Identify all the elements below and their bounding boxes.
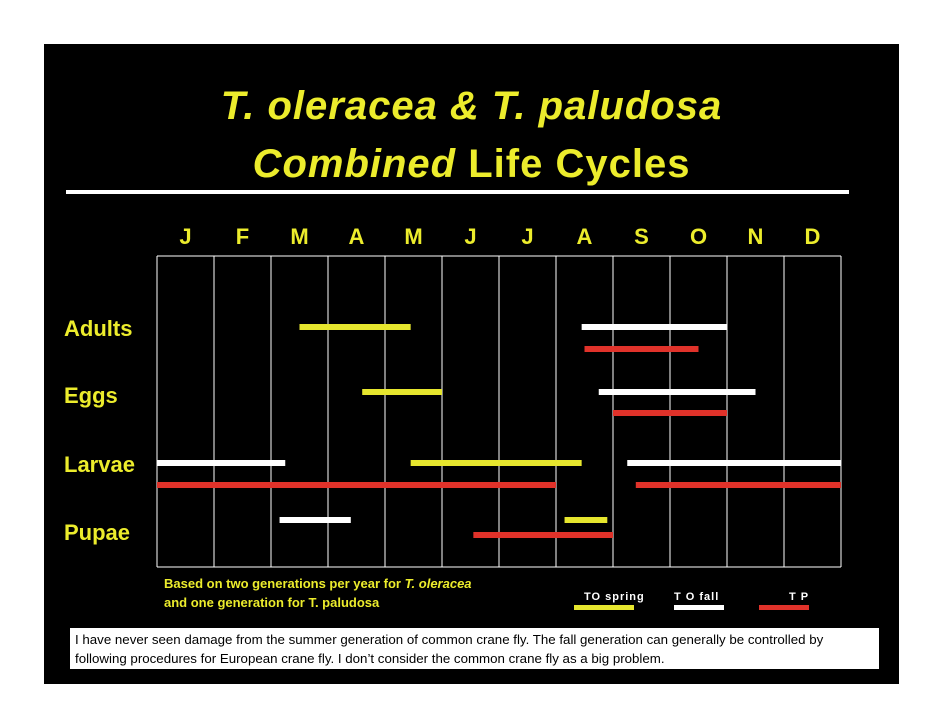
legend-label: TO spring [584,591,645,603]
month-label: A [349,224,365,249]
bar [584,346,699,352]
legend-swatch [674,605,724,610]
month-label: J [179,224,191,249]
stage-label: Adults [64,316,132,341]
bar [299,324,411,330]
stage-label: Eggs [64,383,118,408]
bar [279,517,351,523]
month-label: J [464,224,476,249]
month-label: M [290,224,308,249]
month-label: N [748,224,764,249]
title-life-cycles: Life Cycles [456,142,691,186]
month-label: O [690,224,707,249]
bar [410,460,582,466]
month-label: S [634,224,649,249]
legend-label: T O fall [674,591,719,603]
life-cycle-chart: J F M A M J J A S O N D Adults Eggs Larvae Pupae TO spri… [64,224,842,610]
footnote-line-1: Based on two generations per year for T.… [164,574,472,593]
title-combined: Combined [252,142,457,186]
title-underline [66,190,849,194]
bar [157,460,286,466]
bar [581,324,727,330]
month-label: F [236,224,249,249]
stage-label: Larvae [64,452,135,477]
slide: T. oleracea & T. paludosa Combined Life … [44,44,899,684]
month-label: D [805,224,821,249]
footnote-prefix: Based on two generations per year for [164,576,405,591]
bar [598,389,756,395]
bar [627,460,841,466]
comment-box: I have never seen damage from the summer… [70,628,879,669]
legend-swatch [759,605,809,610]
month-label: M [404,224,422,249]
bar [613,410,727,416]
month-label: A [577,224,593,249]
footnote: Based on two generations per year for T.… [164,574,472,612]
legend-swatch [574,605,634,610]
month-label: J [521,224,533,249]
bar [157,482,556,488]
footnote-line-2: and one generation for T. paludosa [164,595,380,610]
bar [564,517,608,523]
title-line-2: Combined Life Cycles [44,142,899,187]
legend-label: T P [789,591,809,603]
title-line-1: T. oleracea & T. paludosa [220,84,723,128]
bar [473,532,613,538]
footnote-species: T. oleracea [404,576,472,591]
stage-label: Pupae [64,520,130,545]
bar [362,389,442,395]
bar [635,482,841,488]
